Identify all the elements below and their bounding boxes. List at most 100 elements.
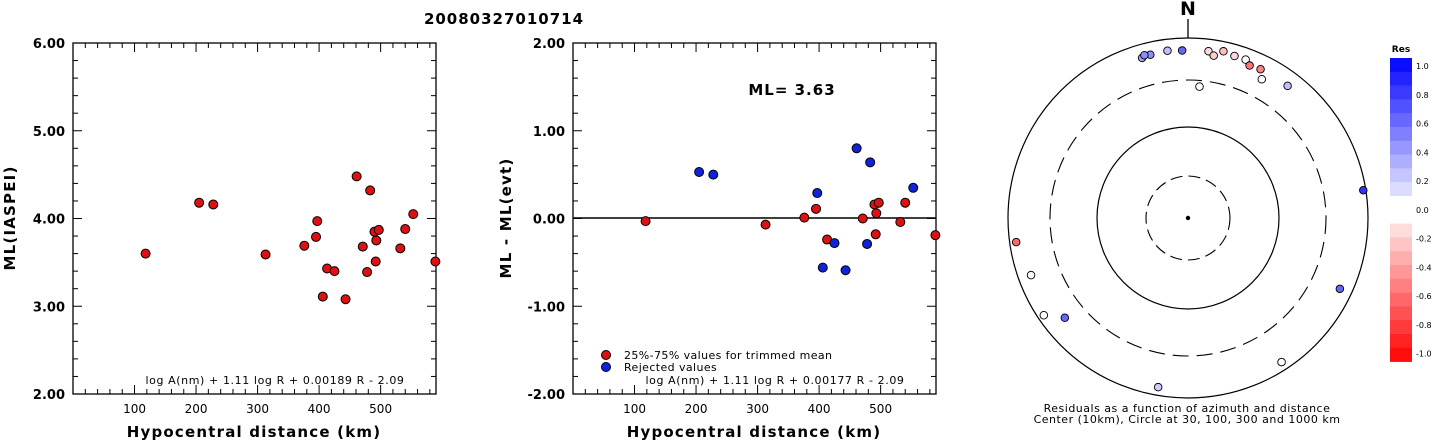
panel1-point [395, 243, 406, 254]
azimuth-point [1163, 46, 1172, 55]
colorbar-tick-label: 1.0 [1416, 62, 1429, 71]
panel1-point [299, 240, 310, 251]
ring-dashed-outer [1049, 79, 1327, 357]
chart-title: 20080327010714 [424, 10, 584, 28]
panel1-point [362, 267, 373, 278]
colorbar-tick-label: -1.0 [1416, 350, 1432, 359]
panel2-y-tick-labels: -2.00 -1.00 0.00 1.00 2.00 [528, 37, 565, 403]
colorbar-cell [1390, 168, 1412, 183]
colorbar-cell [1390, 127, 1412, 142]
azimuth-point [1153, 382, 1163, 392]
panel1-y-tick-labels: 2.00 3.00 4.00 5.00 6.00 [33, 37, 65, 403]
panel1-point [370, 256, 381, 267]
azimuth-point [1140, 50, 1149, 60]
colorbar-tick-label: 0.0 [1416, 206, 1429, 215]
azimuth-point [1257, 74, 1267, 84]
panel2-rejected-point [908, 182, 919, 193]
panel1-point [140, 248, 151, 259]
panel2-rejected-point [862, 238, 873, 249]
colorbar-cell [1390, 71, 1412, 86]
panel1-point [351, 171, 362, 182]
panel2-rejected-point [812, 188, 823, 199]
panel-ml-vs-distance: 2.00 3.00 4.00 5.00 6.00 100 200 300 400 500 ML(… [1, 37, 441, 441]
north-label: N [1180, 0, 1196, 20]
panel1-formula: log A(nm) + 1.11 log R + 0.00189 R - 2.0… [145, 374, 404, 387]
azimuth-point [1241, 55, 1250, 64]
panel1-xtick-label: 300 [246, 402, 269, 416]
colorbar-tick-labels: 1.0 0.8 0.6 0.4 0.2 0.0 -0.2 -0.4 -0.6 -0.8 -1.0 [1416, 62, 1432, 359]
legend-used-marker [601, 350, 611, 360]
panel2-xtick-label: 300 [746, 402, 769, 416]
legend-rejected-label: Rejected values [624, 361, 717, 374]
panel1-point [400, 224, 411, 235]
panel1-ytick-label: 3.00 [33, 300, 65, 315]
panel2-rejected-point [851, 143, 862, 154]
panel1-point [408, 209, 419, 220]
panel1-point [312, 216, 323, 227]
panel2-x-tick-labels: 100 200 300 400 500 [623, 402, 892, 416]
azimuth-point [1359, 185, 1368, 195]
colorbar-tick-label: -0.4 [1416, 263, 1432, 272]
colorbar-cell [1390, 140, 1412, 155]
panel2-xtick-label: 500 [869, 402, 892, 416]
colorbar-cell [1390, 237, 1412, 252]
panel1-point [430, 256, 441, 267]
panel2-used-point [640, 216, 651, 227]
legend-rejected-marker [601, 362, 611, 372]
panel1-x-tick-labels: 100 200 300 400 500 [123, 402, 392, 416]
ring-outer [1007, 37, 1369, 399]
azimuth-point [1060, 313, 1070, 323]
colorbar-tick-label: -0.6 [1416, 292, 1432, 301]
colorbar-tick-label: 0.8 [1416, 91, 1429, 100]
colorbar-cell [1390, 278, 1412, 293]
colorbar-cell [1390, 265, 1412, 280]
panel2-formula: log A(nm) + 1.11 log R + 0.00177 R - 2.0… [645, 374, 904, 387]
panel2-rejected-point [840, 265, 851, 276]
colorbar-cell [1390, 99, 1412, 114]
panel2-ytick-label: 1.00 [533, 125, 565, 140]
panel2-used-point [857, 213, 868, 224]
colorbar-cell [1390, 292, 1412, 307]
azimuth-point [1195, 82, 1204, 91]
colorbar-tick-label: 0.6 [1416, 120, 1429, 129]
panel2-xtick-label: 200 [685, 402, 708, 416]
panel2-used-point [871, 208, 882, 219]
center-point [1185, 215, 1191, 221]
panel-residual-vs-distance: -2.00 -1.00 0.00 1.00 2.00 100 200 300 400 500 M… [497, 37, 941, 441]
colorbar-tick-label: 0.4 [1416, 148, 1429, 157]
panel1-point [260, 249, 271, 260]
panel2-rejected-point [865, 157, 876, 168]
panel2-xlabel: Hypocentral distance (km) [627, 423, 882, 441]
azimuth-point [1011, 237, 1021, 247]
panel1-point [311, 231, 322, 242]
panel1-xtick-label: 200 [185, 402, 208, 416]
panel2-used-point [811, 203, 822, 214]
panel2-rejected-point [694, 166, 705, 177]
azimuth-point [1219, 47, 1228, 56]
colorbar-cell [1390, 251, 1412, 266]
azimuth-point [1026, 270, 1036, 280]
panel2-points [640, 143, 941, 276]
colorbar-cell [1390, 320, 1412, 335]
panel2-ytick-label: 0.00 [533, 213, 565, 228]
colorbar-cell [1390, 223, 1412, 238]
panel2-xtick-label: 100 [623, 402, 646, 416]
colorbar-cell [1390, 113, 1412, 128]
panel3-points [1011, 46, 1368, 392]
panel2-ytick-label: 2.00 [533, 37, 565, 52]
panel1-xlabel: Hypocentral distance (km) [127, 423, 382, 441]
panel2-used-point [873, 197, 884, 208]
ring-solid-inner [1096, 126, 1280, 310]
panel2-used-point [760, 219, 771, 230]
colorbar-cell [1390, 334, 1412, 349]
panel2-rejected-point [817, 262, 828, 273]
panel2-used-point [900, 197, 911, 208]
panel1-points [140, 171, 441, 305]
colorbar-cells [1390, 58, 1412, 362]
panel1-xtick-label: 400 [308, 402, 331, 416]
panel1-point [371, 235, 382, 246]
caption-line2: Center (10km), Circle at 30, 100, 300 an… [1034, 413, 1341, 426]
azimuth-point [1277, 357, 1286, 367]
panel2-xtick-label: 400 [808, 402, 831, 416]
